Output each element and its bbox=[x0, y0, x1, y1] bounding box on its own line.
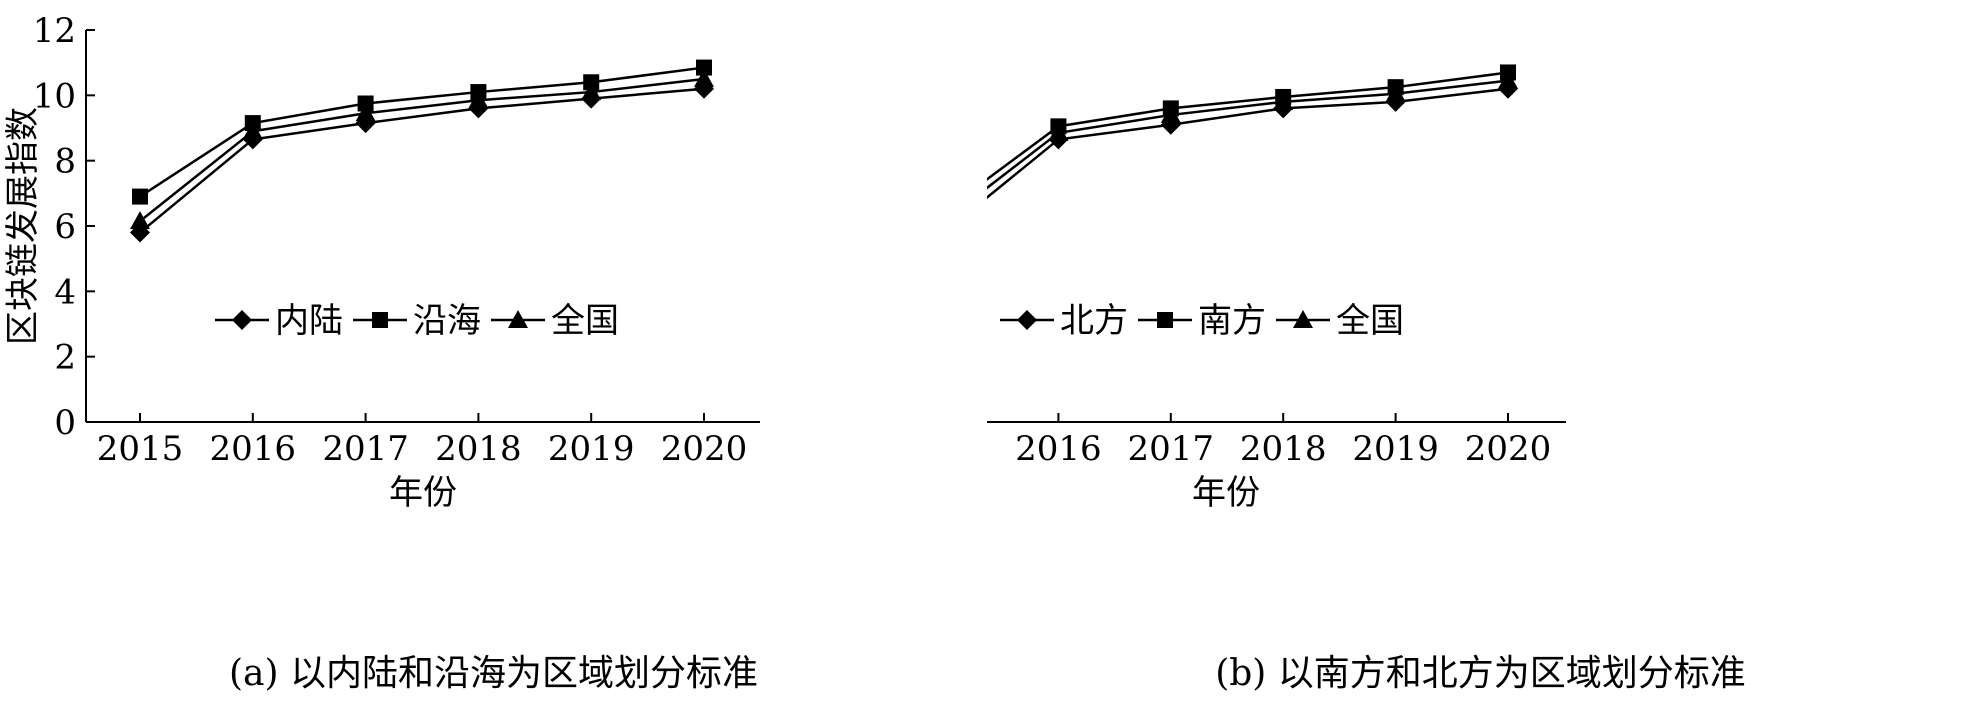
data-point bbox=[1273, 91, 1294, 110]
series-line bbox=[139, 77, 705, 223]
line-chart-a: 0 2 4 6 8 10 12 2015 2016 2017 2018 2019 2020 年份 区块链发展… bbox=[3, 11, 760, 513]
legend-label: 内陆 bbox=[275, 301, 343, 341]
x-tick-label: 2020 bbox=[1465, 429, 1552, 469]
y-axis-label: 区块链发展指数 bbox=[3, 107, 43, 345]
legend-marker bbox=[232, 310, 252, 330]
x-axis-label: 年份 bbox=[389, 473, 457, 513]
data-point bbox=[696, 59, 712, 76]
legend-label: 全国 bbox=[1336, 301, 1404, 341]
chart-caption-a: (a) 以内陆和沿海为区域划分标准 bbox=[229, 653, 758, 694]
chart-caption-b: (b) 以南方和北方为区域划分标准 bbox=[1215, 653, 1746, 694]
series-line bbox=[139, 87, 705, 234]
data-point bbox=[1498, 70, 1518, 89]
x-tick-label: 2015 bbox=[987, 429, 989, 469]
x-axis-label: 年份 bbox=[1192, 473, 1260, 513]
y-tick-label: 10 bbox=[33, 76, 76, 116]
legend: 北方 南方 全国 bbox=[1000, 301, 1404, 341]
y-tick-label: 4 bbox=[54, 272, 76, 312]
series-line bbox=[987, 87, 1509, 200]
legend-label: 南方 bbox=[1198, 301, 1266, 341]
legend-label: 全国 bbox=[551, 301, 619, 341]
y-tick-label: 2 bbox=[54, 338, 76, 378]
series-全国 bbox=[987, 70, 1518, 190]
x-tick-label: 2020 bbox=[661, 429, 748, 469]
legend-marker bbox=[1157, 312, 1173, 328]
data-point bbox=[468, 90, 489, 109]
legend-label: 北方 bbox=[1060, 301, 1128, 341]
x-tick-label: 2015 bbox=[97, 429, 184, 469]
y-tick-label: 8 bbox=[54, 142, 76, 182]
x-tick-label: 2017 bbox=[1128, 429, 1215, 469]
x-tick-label: 2018 bbox=[435, 429, 522, 469]
x-tick-label: 2019 bbox=[1352, 429, 1439, 469]
data-point bbox=[132, 188, 148, 205]
y-tick-label: 6 bbox=[54, 207, 76, 247]
x-tick-label: 2018 bbox=[1240, 429, 1327, 469]
series-北方 bbox=[987, 78, 1518, 200]
legend-marker bbox=[372, 312, 388, 328]
data-point bbox=[581, 82, 602, 101]
data-point bbox=[355, 103, 376, 122]
x-tick-label: 2016 bbox=[1015, 429, 1102, 469]
legend-marker bbox=[508, 310, 528, 328]
series-line bbox=[139, 66, 705, 198]
legend-marker bbox=[1017, 310, 1037, 330]
series-line bbox=[987, 71, 1509, 181]
data-point bbox=[694, 69, 714, 87]
legend-marker bbox=[1293, 310, 1313, 328]
x-tick-label: 2016 bbox=[210, 429, 297, 469]
x-tick-label: 2017 bbox=[322, 429, 409, 469]
data-point bbox=[1385, 83, 1406, 102]
chart-panel-b: 024681012201520162017201820192020年份区块链发展… bbox=[987, 0, 1974, 702]
series-line bbox=[987, 79, 1509, 190]
chart-panel-a: 0 2 4 6 8 10 12 2015 2016 2017 2018 2019 2020 年份 区块链发展… bbox=[3, 11, 760, 694]
line-chart-b: 024681012201520162017201820192020年份区块链发展… bbox=[987, 64, 1566, 513]
data-point bbox=[1048, 122, 1069, 141]
legend-label: 沿海 bbox=[413, 301, 481, 341]
x-tick-label: 2019 bbox=[548, 429, 635, 469]
data-point bbox=[242, 121, 263, 140]
legend: 内陆 沿海 全国 bbox=[215, 301, 619, 341]
series-沿海 bbox=[132, 59, 712, 205]
data-point bbox=[1160, 104, 1181, 123]
y-tick-label: 12 bbox=[33, 11, 76, 51]
y-tick-label: 0 bbox=[54, 403, 76, 443]
data-point bbox=[130, 211, 150, 230]
series-全国 bbox=[130, 69, 714, 230]
